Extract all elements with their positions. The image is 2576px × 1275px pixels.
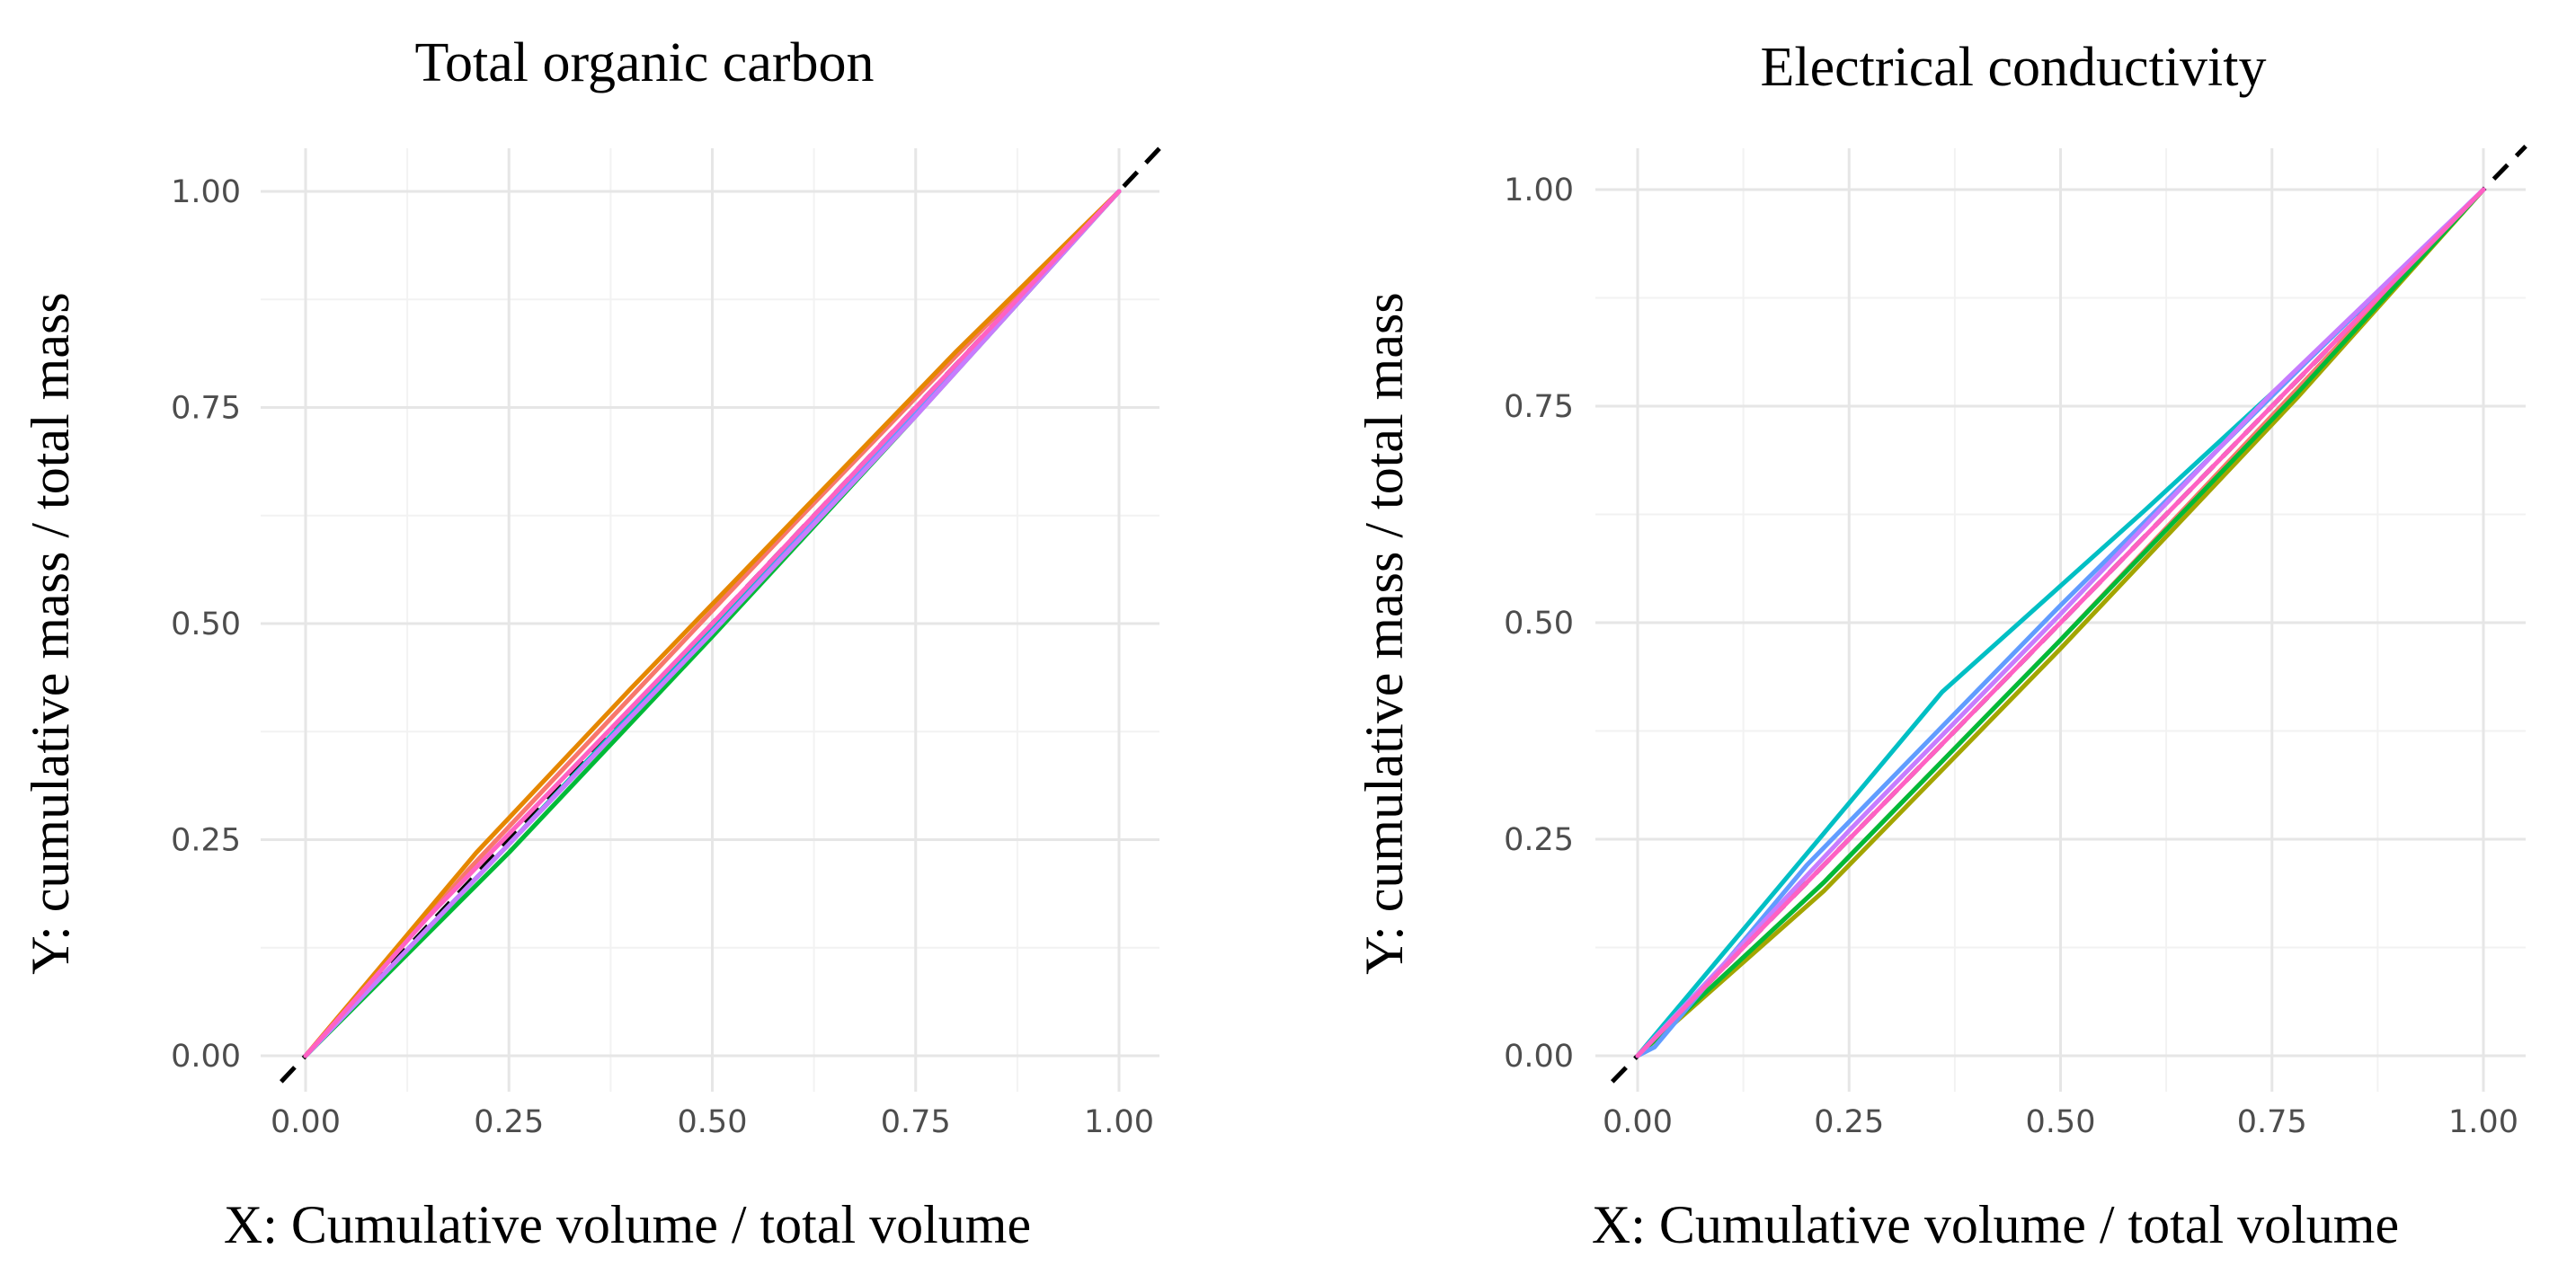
y-tick-labels: 0.00 0.25 0.50 0.75 1.00 xyxy=(1504,173,1574,1075)
series-line-2 xyxy=(303,189,1122,1058)
series-line-8 xyxy=(303,189,1122,1058)
series-line-6 xyxy=(1635,187,2486,1058)
x-tick-label: 0.50 xyxy=(2026,1104,2096,1140)
y-tick-label: 0.50 xyxy=(1504,606,1574,642)
x-axis-label: X: Cumulative volume / total volume xyxy=(224,1195,1031,1254)
y-tick-label: 0.75 xyxy=(171,391,241,427)
series-group xyxy=(303,189,1122,1058)
x-tick-labels: 0.00 0.25 0.50 0.75 1.00 xyxy=(271,1104,1154,1140)
y-tick-label: 0.00 xyxy=(1504,1039,1574,1075)
x-tick-label: 1.00 xyxy=(2448,1104,2518,1140)
y-tick-label: 0.25 xyxy=(1504,822,1574,858)
panel-electrical-conductivity: Electrical conductivity 0.00 0.25 0.50 0.75… xyxy=(1355,37,2527,1254)
y-axis-label: Y: cumulative mass / total mass xyxy=(1355,292,1414,974)
series-line-7 xyxy=(303,189,1122,1058)
y-tick-label: 0.25 xyxy=(171,823,241,859)
x-tick-label: 0.00 xyxy=(1603,1104,1673,1140)
y-tick-label: 0.00 xyxy=(171,1039,241,1075)
y-tick-label: 0.50 xyxy=(171,607,241,642)
x-tick-label: 0.50 xyxy=(678,1104,748,1140)
x-axis-label: X: Cumulative volume / total volume xyxy=(1592,1195,2399,1254)
x-tick-label: 0.25 xyxy=(1814,1104,1884,1140)
x-tick-label: 0.25 xyxy=(474,1104,544,1140)
series-line-3 xyxy=(1635,187,2486,1058)
x-tick-label: 0.00 xyxy=(271,1104,341,1140)
y-axis-label: Y: cumulative mass / total mass xyxy=(21,292,80,974)
y-tick-labels: 0.00 0.25 0.50 0.75 1.00 xyxy=(171,174,241,1075)
x-tick-label: 1.00 xyxy=(1084,1104,1154,1140)
series-group xyxy=(1635,187,2486,1058)
chart-title: Total organic carbon xyxy=(415,32,875,93)
series-line-7 xyxy=(1635,187,2486,1058)
x-tick-labels: 0.00 0.25 0.50 0.75 1.00 xyxy=(1603,1104,2518,1140)
x-tick-label: 0.75 xyxy=(2237,1104,2307,1140)
x-tick-label: 0.75 xyxy=(881,1104,951,1140)
y-tick-label: 1.00 xyxy=(171,174,241,210)
chart-title: Electrical conductivity xyxy=(1761,37,2267,98)
y-tick-label: 1.00 xyxy=(1504,173,1574,208)
panel-total-organic-carbon: Total organic carbon 0.00 0.25 0.50 0.75 1.0… xyxy=(21,32,1162,1254)
y-tick-label: 0.75 xyxy=(1504,389,1574,425)
